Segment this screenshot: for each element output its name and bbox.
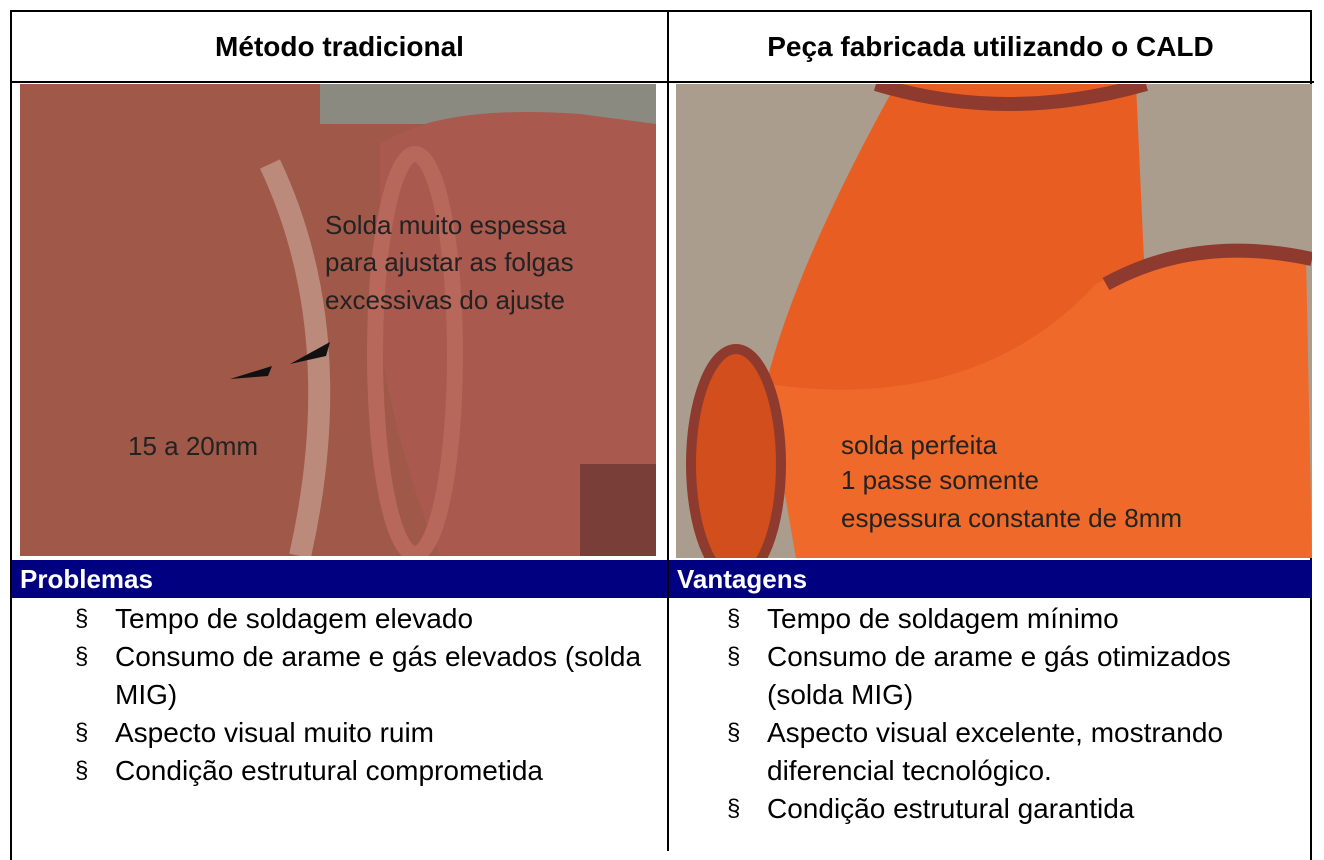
list-item: § Consumo de arame e gás otimizados (sold… (727, 638, 1297, 714)
problem-list: § Tempo de soldagem elevado § Consumo de a… (75, 600, 645, 790)
list-item: § Aspecto visual excelente, mostrando dif… (727, 714, 1297, 790)
list-item: § Condição estrutural comprometida (75, 752, 645, 790)
item-text: Consumo de arame e gás otimizados (solda… (767, 641, 1231, 710)
item-text: Consumo de arame e gás elevados (solda M… (115, 641, 642, 710)
list-item: § Aspecto visual muito ruim (75, 714, 645, 752)
list-item: § Consumo de arame e gás elevados (solda … (75, 638, 645, 714)
bullet: § (727, 643, 741, 670)
item-text: Condição estrutural garantida (767, 793, 1135, 824)
photo-traditional: Solda muito espessa para ajustar as folg… (20, 84, 656, 556)
bullet: § (75, 719, 89, 746)
bullet: § (75, 643, 89, 670)
item-text: Aspecto visual excelente, mostrando dife… (767, 717, 1224, 786)
item-text: Tempo de soldagem mínimo (767, 603, 1119, 634)
bullet: § (727, 719, 741, 746)
column-header: Método tradicional (215, 31, 464, 62)
advantage-list: § Tempo de soldagem mínimo § Consumo de ar… (727, 600, 1297, 828)
header-rule (10, 81, 1314, 83)
section-title: Problemas (12, 560, 667, 598)
column-divider (667, 10, 669, 851)
photo-caption: excessivas do ajuste (325, 285, 565, 315)
photo-caption: Solda muito espessa (325, 210, 567, 240)
photo-caption: 15 a 20mm (128, 431, 258, 461)
section-title: Vantagens (669, 560, 1312, 598)
list-item: § Condição estrutural garantida (727, 790, 1297, 828)
item-text: Tempo de soldagem elevado (115, 603, 474, 634)
bullet: § (75, 605, 89, 632)
photo-caption: para ajustar as folgas (325, 247, 574, 277)
column-header: Peça fabricada utilizando o CALD (767, 31, 1214, 62)
photo-caption: solda perfeita (841, 430, 998, 460)
item-text: Condição estrutural comprometida (115, 755, 543, 786)
photo-cald: solda perfeita 1 passe somente espessura… (676, 84, 1312, 558)
bullet: § (727, 605, 741, 632)
bullet: § (75, 757, 89, 784)
bullet: § (727, 795, 741, 822)
list-item: § Tempo de soldagem elevado (75, 600, 645, 638)
list-item: § Tempo de soldagem mínimo (727, 600, 1297, 638)
item-text: Aspecto visual muito ruim (115, 717, 435, 748)
photo-caption: 1 passe somente (841, 465, 1039, 495)
photo-caption: espessura constante de 8mm (841, 503, 1182, 533)
